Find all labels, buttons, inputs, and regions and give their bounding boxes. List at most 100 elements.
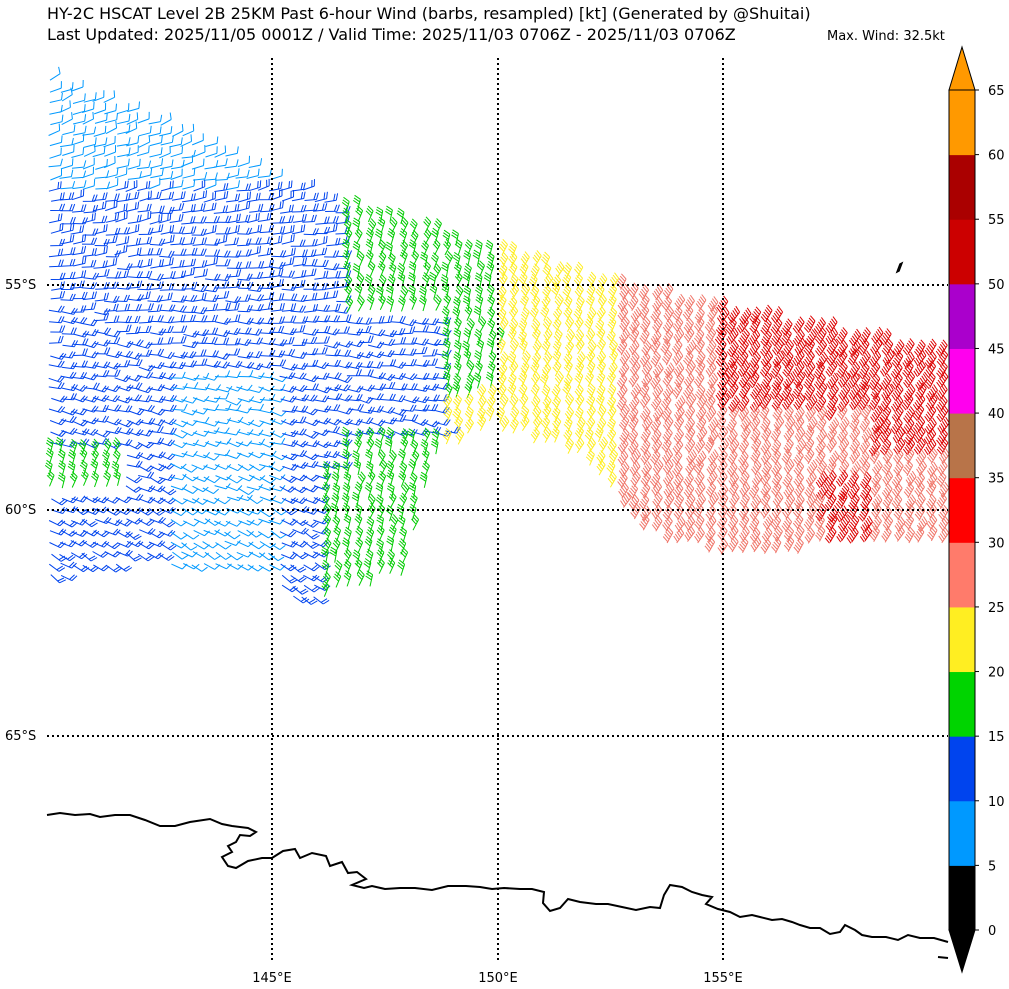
wind-barb	[126, 304, 142, 312]
wind-barb	[171, 421, 189, 428]
wind-barb	[270, 359, 287, 367]
wind-barb	[825, 316, 838, 334]
wind-barb	[61, 327, 77, 335]
wind-barb	[303, 564, 320, 572]
wind-barb	[48, 360, 65, 368]
wind-barb	[248, 403, 264, 411]
wind-barb	[497, 382, 507, 400]
wind-barb	[375, 206, 384, 223]
wind-barb	[324, 426, 341, 434]
wind-barb	[325, 384, 342, 392]
wind-barb	[181, 226, 197, 235]
wind-barb	[496, 337, 506, 354]
wind-barb	[758, 382, 771, 400]
wind-barb	[935, 383, 948, 401]
wind-barb	[781, 393, 795, 411]
wind-barb	[737, 360, 751, 378]
wind-barb	[683, 472, 694, 489]
wind-barb	[387, 252, 396, 269]
wind-barb	[94, 308, 111, 316]
wind-barb	[61, 307, 78, 315]
wind-barb	[313, 372, 330, 380]
wind-barb	[497, 294, 507, 312]
wind-barb	[290, 497, 308, 505]
wind-barb	[727, 524, 739, 541]
wind-barb	[332, 482, 341, 499]
wind-barb	[835, 491, 848, 509]
wind-barb	[663, 362, 675, 379]
wind-barb	[323, 263, 340, 271]
wind-barb	[138, 125, 152, 137]
colorbar-extend-high	[948, 45, 976, 91]
wind-barb	[93, 437, 110, 445]
wind-barb	[343, 218, 352, 235]
wind-barb	[704, 317, 716, 334]
wind-barb	[390, 315, 406, 324]
wind-barb	[532, 405, 542, 422]
wind-barb	[67, 460, 76, 477]
wind-barb	[126, 237, 141, 247]
wind-barb	[519, 293, 529, 310]
wind-barb	[304, 192, 319, 201]
wind-barb	[441, 305, 450, 323]
wind-barb	[629, 360, 641, 377]
wind-barb	[552, 415, 562, 433]
wind-barb	[105, 426, 122, 435]
wind-barb	[573, 272, 583, 290]
wind-barb	[213, 158, 228, 168]
wind-barb	[521, 350, 531, 367]
wind-barb	[717, 373, 730, 391]
wind-barb	[279, 215, 295, 224]
wind-barb	[685, 339, 697, 356]
wind-barb	[628, 339, 640, 356]
wind-barb	[795, 438, 807, 455]
wind-barb	[806, 416, 818, 433]
wind-barb	[617, 449, 629, 467]
wind-barb	[408, 503, 417, 521]
wind-barb	[806, 459, 818, 476]
lon-label-155e: 155°E	[703, 971, 743, 986]
wind-barb	[463, 327, 472, 344]
wind-barb	[246, 496, 264, 505]
wind-barb	[46, 470, 55, 487]
wind-barb	[302, 214, 317, 223]
wind-barb	[825, 359, 838, 378]
wind-barb	[641, 361, 653, 378]
wind-barb	[215, 273, 232, 282]
wind-barb	[314, 235, 328, 247]
wind-barb	[126, 442, 144, 450]
wind-barb	[82, 340, 99, 349]
wind-barb	[172, 403, 188, 411]
wind-barb	[225, 371, 241, 379]
wind-barb	[904, 503, 915, 520]
wind-barb	[127, 429, 144, 437]
wind-barb	[271, 339, 288, 347]
wind-barb	[344, 284, 353, 301]
wind-barb	[584, 370, 594, 387]
wind-barb	[398, 470, 407, 487]
wind-barb	[507, 326, 517, 344]
wind-barb	[541, 362, 552, 379]
wind-barb	[92, 215, 108, 224]
wind-barb	[761, 526, 773, 543]
wind-barb	[346, 369, 362, 377]
wind-barb	[103, 90, 116, 103]
wind-barb	[48, 123, 61, 136]
wind-barb	[81, 166, 94, 179]
wind-barb	[104, 112, 118, 124]
wind-barb	[101, 449, 110, 466]
wind-barb	[773, 415, 785, 432]
wind-barb	[565, 328, 576, 346]
wind-barb	[72, 180, 87, 190]
wind-barb	[172, 325, 188, 333]
wind-barb	[563, 427, 573, 444]
wind-barb	[225, 485, 243, 492]
wind-barb	[329, 546, 338, 563]
wind-barb	[378, 406, 396, 414]
wind-barb	[870, 405, 883, 423]
wind-barb	[365, 238, 374, 255]
wind-barb	[478, 316, 487, 333]
wind-barb	[905, 470, 917, 487]
wind-barb	[893, 460, 904, 477]
wind-barb	[868, 438, 881, 457]
